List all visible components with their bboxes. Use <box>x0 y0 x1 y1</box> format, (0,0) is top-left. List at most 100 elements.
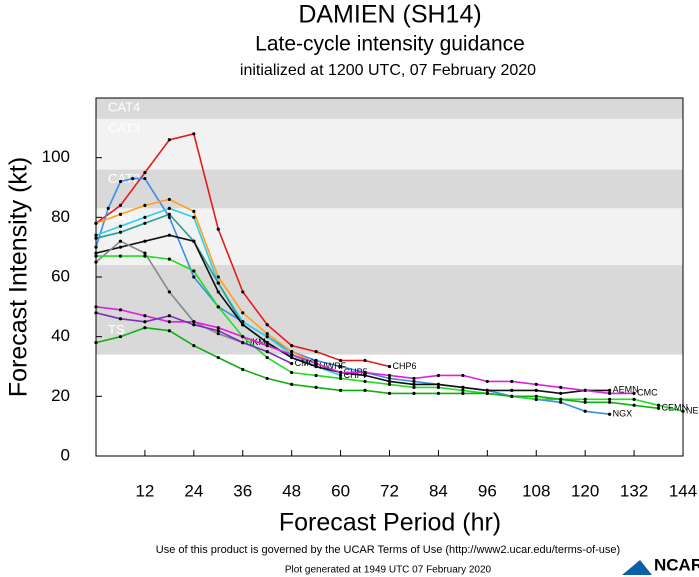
data-point <box>632 391 636 395</box>
y-tick-label: 0 <box>61 445 70 464</box>
data-point <box>608 412 612 416</box>
data-point <box>290 344 294 348</box>
data-point <box>387 376 392 381</box>
footer: Use of this product is governed by the U… <box>156 544 620 556</box>
data-point <box>192 239 196 243</box>
series-label: CHP6 <box>393 361 417 371</box>
data-point <box>167 290 171 294</box>
intensity-band <box>96 208 683 266</box>
data-point <box>461 391 465 395</box>
data-point <box>314 349 318 354</box>
data-point <box>656 406 661 410</box>
data-point <box>241 367 245 372</box>
data-point <box>363 388 367 392</box>
y-tick-label: 80 <box>51 207 70 226</box>
data-point <box>216 227 220 231</box>
data-point <box>118 212 123 216</box>
band-label: CAT1 <box>108 210 140 225</box>
logo: NCAR <box>654 555 699 574</box>
data-point <box>436 385 441 389</box>
chart-subtitle: initialized at 1200 UTC, 07 February 202… <box>240 62 536 79</box>
data-point <box>559 397 563 401</box>
data-point <box>559 400 563 404</box>
data-point <box>216 281 220 285</box>
data-point <box>363 358 367 363</box>
data-point <box>192 344 196 348</box>
chart-subtitle: Late-cycle intensity guidance <box>255 33 525 56</box>
data-point <box>192 323 196 327</box>
data-point <box>290 355 294 360</box>
data-point <box>118 230 123 234</box>
y-tick-label: 60 <box>51 266 70 285</box>
data-point <box>338 376 343 381</box>
data-point <box>436 373 441 378</box>
data-point <box>241 323 245 327</box>
intensity-band <box>96 118 683 170</box>
data-point <box>143 239 147 243</box>
y-tick-label: 20 <box>51 386 70 405</box>
data-point <box>485 379 489 384</box>
data-point <box>118 317 123 321</box>
data-point <box>167 320 171 324</box>
data-point <box>314 385 318 389</box>
data-point <box>216 332 220 336</box>
x-tick-label: 120 <box>571 481 599 500</box>
data-point <box>118 179 123 184</box>
x-axis-label: Forecast Period (hr) <box>279 509 501 537</box>
data-point <box>216 290 220 294</box>
x-tick-label: 132 <box>620 481 648 500</box>
x-tick-label: 96 <box>478 481 497 500</box>
data-point <box>559 391 563 395</box>
x-tick-label: 144 <box>669 481 697 500</box>
generated-note: Plot generated at 1949 UTC 07 February 2… <box>285 565 492 576</box>
data-point <box>290 382 294 386</box>
series-label: AEMN <box>613 385 639 395</box>
data-point <box>167 215 171 219</box>
data-point <box>290 361 294 366</box>
intensity-band <box>96 265 683 355</box>
data-point <box>265 344 269 348</box>
data-point <box>363 370 367 375</box>
data-point <box>143 326 147 330</box>
data-point <box>387 382 392 386</box>
data-point <box>412 382 416 386</box>
data-point <box>167 197 171 202</box>
data-point <box>265 355 269 360</box>
series-label: HWRF <box>319 361 346 371</box>
series-label: CEMN <box>662 403 689 413</box>
series-label: NGX <box>613 409 633 419</box>
data-point <box>143 221 147 225</box>
data-point <box>461 388 465 392</box>
data-point <box>534 397 538 401</box>
data-point <box>265 341 269 345</box>
data-point <box>387 379 392 384</box>
data-point <box>192 215 196 219</box>
data-point <box>583 397 587 401</box>
data-point <box>167 329 171 333</box>
chart-title: DAMIEN (SH14) <box>298 1 481 29</box>
series-label: NEMN <box>686 406 699 416</box>
data-point <box>118 308 123 312</box>
data-point <box>583 400 587 404</box>
data-point <box>608 400 612 404</box>
data-point <box>216 329 220 333</box>
x-tick-label: 108 <box>522 481 550 500</box>
data-point <box>583 409 587 413</box>
data-point <box>265 376 269 381</box>
data-point <box>118 203 123 207</box>
data-point <box>290 370 294 375</box>
data-point <box>461 373 465 378</box>
x-tick-label: 36 <box>233 481 252 500</box>
data-point <box>608 397 612 401</box>
y-tick-label: 100 <box>42 147 70 166</box>
data-point <box>192 132 196 136</box>
data-point <box>192 275 196 279</box>
data-point <box>632 403 636 407</box>
data-point <box>265 332 269 336</box>
data-point <box>363 373 367 378</box>
data-point <box>241 341 245 345</box>
series-line <box>95 234 610 395</box>
series-line <box>95 326 659 410</box>
series-label: CMO <box>295 358 316 368</box>
